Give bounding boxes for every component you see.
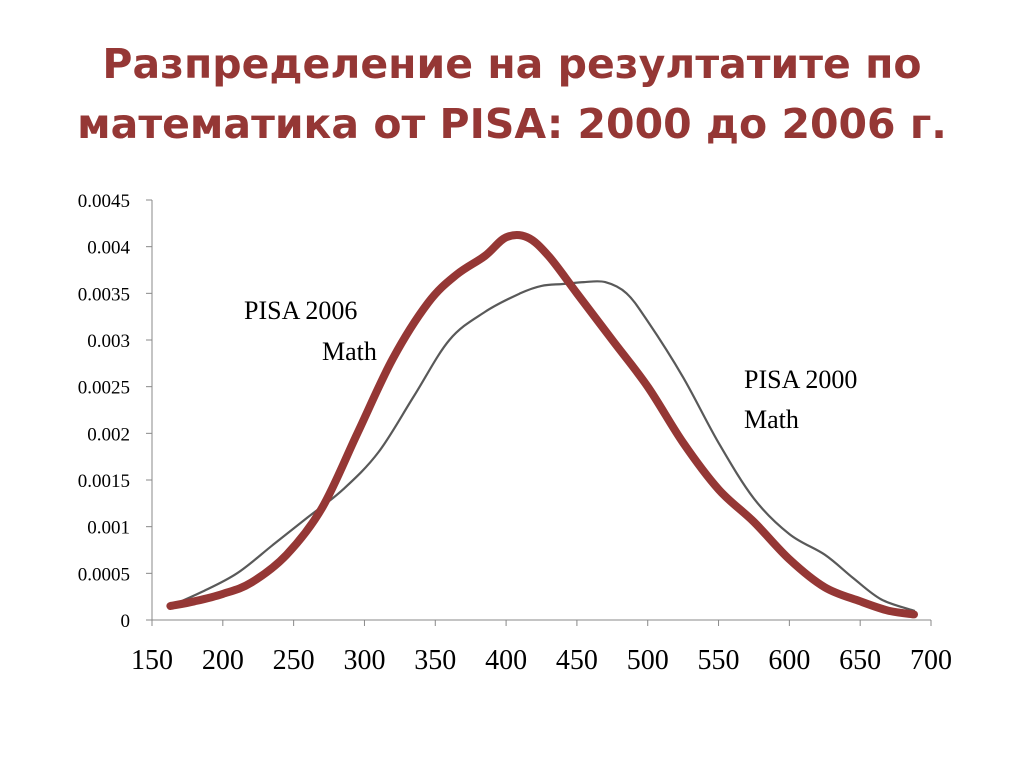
y-axis-ticks: 0 0.0005 0.001 0.0015 0.002 0.0025 0.003 0.0035…: [78, 191, 152, 632]
chart-axes: [151, 200, 931, 621]
x-tick-label: 250: [273, 645, 315, 676]
y-tick-label: 0.002: [87, 424, 130, 445]
y-tick-label: 0.003: [87, 331, 130, 352]
annotation-pisa-2000-line2: Math: [744, 405, 799, 434]
series-line-pisa-2000: [169, 280, 916, 612]
y-tick-label: 0.0005: [78, 564, 130, 585]
x-tick-label: 400: [485, 645, 527, 676]
y-tick-label: 0.0015: [78, 471, 130, 492]
title-line-2: математика от PISA: 2000 до 2006 г.: [77, 100, 947, 148]
y-tick-label: 0.0025: [78, 378, 130, 399]
y-tick-label: 0: [121, 611, 131, 632]
series-line-pisa-2006: [166, 230, 918, 619]
y-tick-label: 0.004: [87, 238, 130, 259]
annotation-pisa-2006-line1: PISA 2006: [244, 296, 357, 325]
x-tick-label: 200: [202, 645, 244, 676]
x-tick-label: 650: [839, 645, 881, 676]
x-tick-label: 500: [627, 645, 669, 676]
x-tick-label: 700: [910, 645, 952, 676]
x-tick-label: 300: [343, 645, 385, 676]
x-tick-label: 350: [414, 645, 456, 676]
y-tick-label: 0.0045: [78, 191, 130, 212]
annotation-pisa-2006-line2: Math: [322, 337, 377, 366]
annotation-pisa-2000-line1: PISA 2000: [744, 365, 857, 394]
x-axis-ticks: 150 200 250 300 350 400 450 500 550 600 650 700: [131, 620, 952, 676]
x-tick-label: 150: [131, 645, 173, 676]
x-tick-label: 600: [768, 645, 810, 676]
title-line-1: Разпределение на резултатите по: [102, 40, 922, 88]
chart-series: [166, 230, 918, 619]
y-tick-label: 0.001: [87, 518, 130, 539]
page-title: Разпределение на резултатите по математи…: [0, 34, 1024, 154]
x-tick-label: 550: [698, 645, 740, 676]
y-tick-label: 0.0035: [78, 284, 130, 305]
x-tick-label: 450: [556, 645, 598, 676]
